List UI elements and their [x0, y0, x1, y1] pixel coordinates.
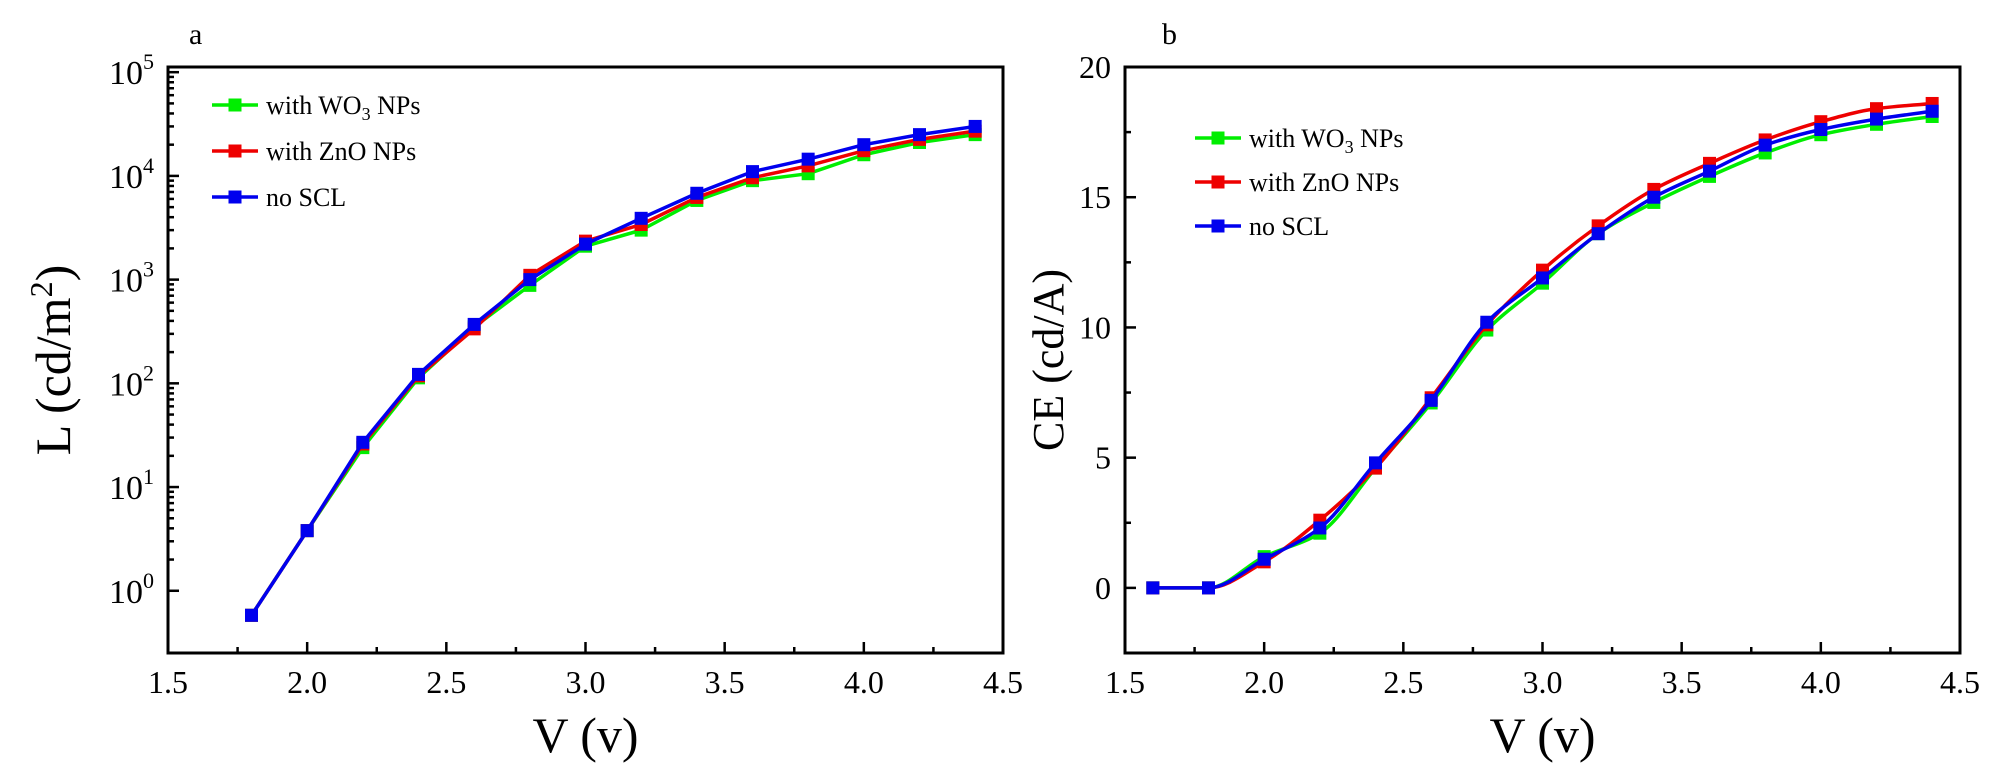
data-point-marker [690, 186, 704, 200]
data-point-marker [1202, 581, 1215, 595]
y-tick-label: 5 [1095, 440, 1111, 476]
data-point-marker [1536, 271, 1549, 285]
data-point-marker [1925, 104, 1939, 118]
data-point-marker [1146, 581, 1160, 595]
legend-marker [1211, 219, 1225, 233]
y-tick-label: 105 [109, 49, 154, 92]
data-point-marker [1647, 190, 1661, 204]
panel-label: a [189, 18, 202, 51]
y-tick-label: 0 [1095, 570, 1111, 606]
data-point-marker [356, 435, 370, 449]
x-axis-label: V (v) [1489, 707, 1595, 763]
data-point-marker [1870, 112, 1883, 126]
panel-b: b 1.5 2.0 2.5 3.0 3.5 4.0 4.5 0 5 10 15 20 CE (cd/A) V… [1024, 18, 1980, 763]
y-tick-label: 102 [109, 360, 154, 403]
x-tick-label: 3.5 [1662, 664, 1702, 700]
x-tick-label: 3.0 [1523, 664, 1563, 700]
data-point-marker [634, 211, 648, 225]
x-tick-label: 4.5 [1940, 664, 1980, 700]
legend-label: with ZnO NPs [1249, 168, 1399, 197]
y-tick-label: 100 [109, 568, 154, 611]
x-tick-label: 2.5 [426, 664, 466, 700]
x-tick-label: 2.5 [1383, 664, 1423, 700]
data-point-marker [746, 165, 759, 179]
x-tick-label: 4.0 [844, 664, 884, 700]
data-point-marker [1424, 393, 1438, 407]
legend: with WO3 NPs with ZnO NPs no SCL [1195, 124, 1403, 241]
series-line [1152, 109, 1933, 590]
x-tick-label: 4.5 [983, 664, 1023, 700]
legend-marker [228, 144, 242, 158]
data-point-marker [857, 138, 871, 152]
data-point-marker [913, 128, 926, 142]
y-tick-label: 103 [109, 257, 154, 300]
data-point-marker [801, 152, 815, 166]
x-tick-label: 3.0 [566, 664, 606, 700]
legend-marker [1211, 131, 1225, 145]
data-point-marker [1369, 456, 1382, 470]
data-point-marker [412, 367, 425, 381]
legend-marker [1211, 175, 1225, 189]
series-with-zno-nps [245, 124, 982, 622]
series-line [250, 124, 976, 617]
panel-label: b [1162, 18, 1177, 51]
data-point-marker [1758, 138, 1772, 152]
y-axis-label: L (cd/m2) [23, 265, 81, 455]
legend-marker [228, 190, 242, 204]
x-tick-label: 2.0 [287, 664, 327, 700]
x-tick-label: 1.5 [1105, 664, 1145, 700]
x-tick-label: 4.0 [1801, 664, 1841, 700]
data-point-marker [1870, 102, 1883, 116]
data-point-marker [1591, 227, 1605, 241]
y-tick-label: 10 [1079, 309, 1111, 345]
legend-label: with WO3 NPs [1249, 124, 1403, 157]
series-with-wo-nps [245, 128, 982, 622]
data-point-marker [467, 317, 481, 331]
data-point-marker [1480, 315, 1494, 329]
panel-a: a 1.5 2.0 2.5 3.0 3.5 4.0 4.5 100 101 102 103 104 105… [23, 18, 1023, 763]
series-no-scl [245, 119, 982, 622]
data-point-marker [968, 119, 982, 133]
legend-label: with WO3 NPs [266, 91, 420, 124]
y-tick-label: 101 [109, 464, 154, 507]
data-point-marker [1313, 521, 1327, 535]
y-tick-label: 20 [1079, 49, 1111, 85]
x-tick-label: 1.5 [148, 664, 188, 700]
series-no-scl [1146, 104, 1939, 595]
legend-label: with ZnO NPs [266, 137, 416, 166]
data-point-marker [523, 273, 537, 287]
y-tick-label: 15 [1079, 179, 1111, 215]
data-point-marker [300, 524, 314, 538]
x-tick-label: 2.0 [1244, 664, 1284, 700]
series-line [250, 129, 976, 617]
y-axis-label: CE (cd/A) [1024, 269, 1073, 451]
data-point-marker [1703, 164, 1716, 178]
y-tick-label: 104 [109, 153, 154, 196]
legend-label: no SCL [266, 183, 346, 212]
data-point-marker [1814, 123, 1828, 137]
x-axis-label: V (v) [532, 707, 638, 763]
data-point-marker [579, 237, 592, 251]
legend-marker [228, 98, 242, 112]
x-tick-label: 3.5 [705, 664, 745, 700]
legend: with WO3 NPs with ZnO NPs no SCL [212, 91, 420, 212]
legend-label: no SCL [1249, 212, 1329, 241]
series-line [250, 132, 976, 617]
data-point-marker [1257, 552, 1271, 566]
data-point-marker [245, 608, 258, 622]
